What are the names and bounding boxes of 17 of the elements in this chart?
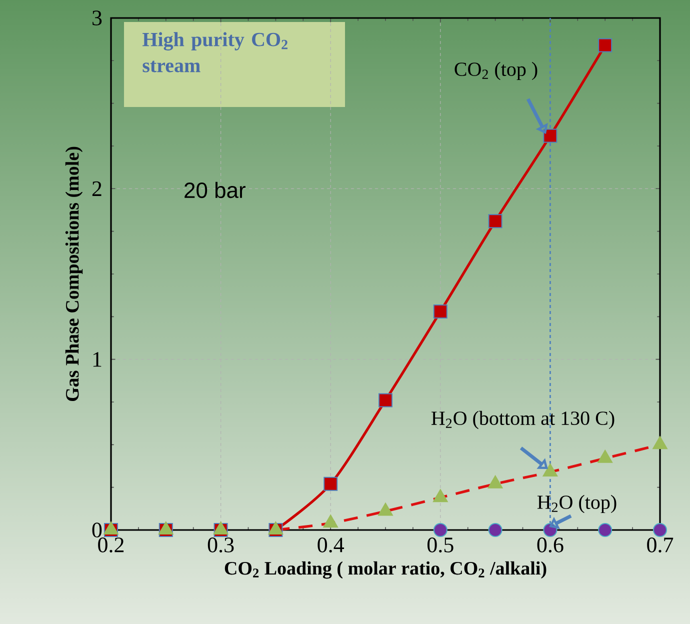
x-tick-label: 0.3	[208, 538, 234, 552]
x-tick-label: 0.7	[647, 538, 674, 552]
annotation: H$_{2}$O (bottom at 130 C)	[431, 410, 614, 430]
annotation: CO$_{2}$ (top )	[454, 62, 538, 80]
annotation: H$_{2}$O (top)	[537, 494, 616, 514]
y-axis-title: Gas Phase Compositions (mole)	[65, 146, 83, 402]
y-tick-label: 1	[93, 352, 102, 367]
x-axis-title: CO$_{2}$ Loading ( molar ratio, CO$_{2}$ /alkali)	[224, 561, 546, 579]
text: High purity CO$_{2}$ stream	[142, 32, 288, 72]
x-tick-label: 0.5	[427, 538, 454, 552]
y-tick-label: 3	[92, 10, 102, 26]
x-tick-label: 0.6	[537, 538, 564, 552]
y-tick-label: 2	[92, 181, 102, 196]
x-tick-label: 0.4	[318, 538, 344, 552]
y-tick-label: 0	[92, 522, 102, 538]
x-tick-label: 0.2	[98, 538, 124, 552]
annotation: 20 bar	[184, 182, 246, 198]
